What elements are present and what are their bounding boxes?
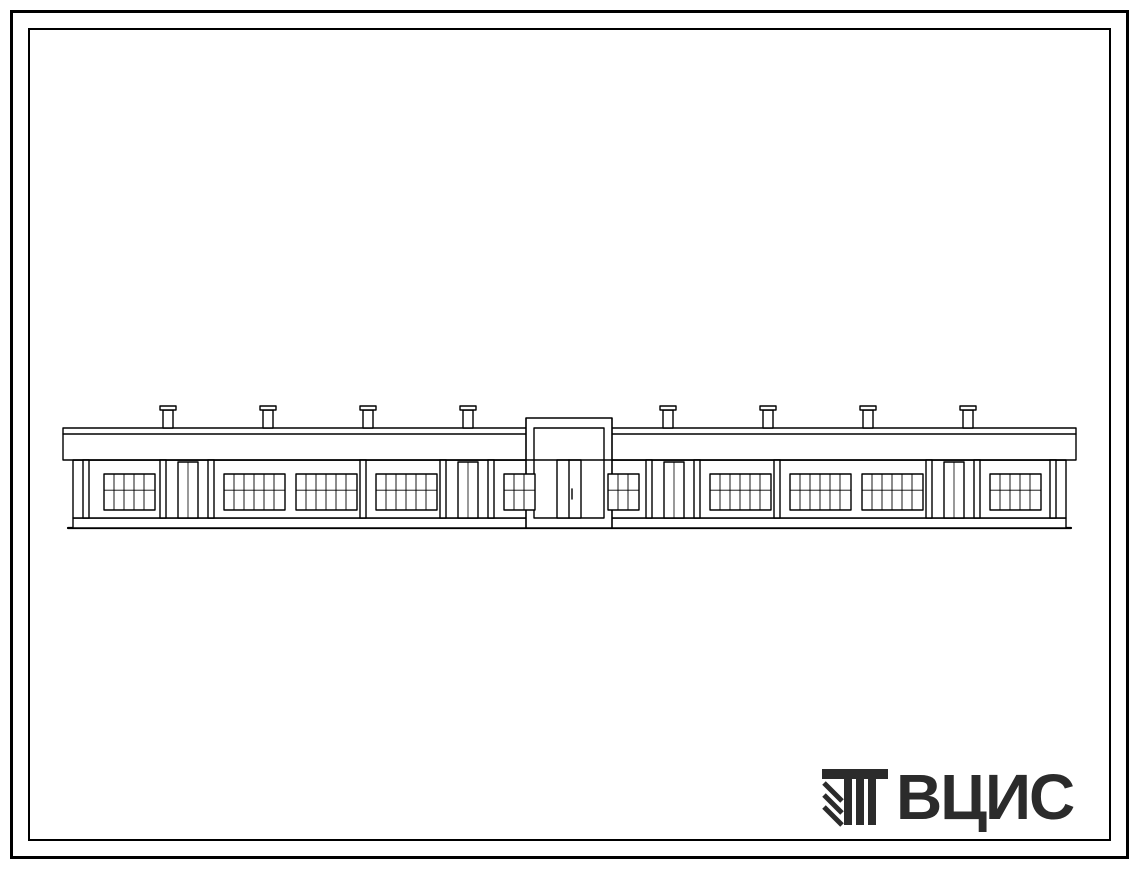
drawing-area: [28, 28, 1111, 841]
logo-text: ВЦИС: [896, 760, 1073, 834]
logo-icon: [820, 765, 890, 829]
elevation-drawing: [28, 28, 1111, 841]
logo: ВЦИС: [820, 760, 1073, 834]
